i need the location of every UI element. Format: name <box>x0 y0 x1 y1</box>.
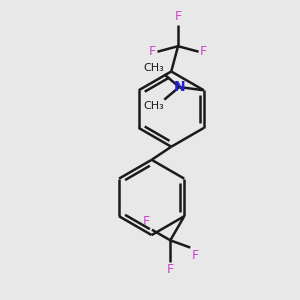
Text: F: F <box>143 215 150 228</box>
Text: N: N <box>173 80 185 94</box>
Text: F: F <box>192 249 199 262</box>
Text: CH₃: CH₃ <box>143 63 164 73</box>
Text: F: F <box>149 45 156 58</box>
Text: F: F <box>175 10 182 23</box>
Text: CH₃: CH₃ <box>143 101 164 111</box>
Text: F: F <box>167 263 174 276</box>
Text: F: F <box>200 45 207 58</box>
